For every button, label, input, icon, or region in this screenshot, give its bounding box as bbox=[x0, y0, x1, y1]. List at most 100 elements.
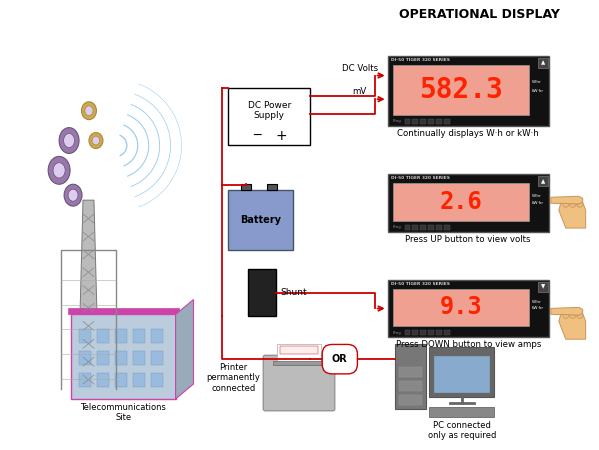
Bar bbox=[436, 119, 442, 124]
Text: Press UP button to view volts: Press UP button to view volts bbox=[406, 235, 531, 244]
Bar bbox=[538, 176, 548, 186]
Text: DC Volts: DC Volts bbox=[341, 63, 378, 72]
Polygon shape bbox=[78, 200, 99, 389]
Bar bbox=[115, 373, 127, 387]
Bar bbox=[404, 225, 410, 230]
Bar bbox=[97, 351, 109, 365]
Bar bbox=[267, 184, 277, 190]
Text: kW·hr: kW·hr bbox=[532, 89, 544, 93]
Text: Telecommunications
Site: Telecommunications Site bbox=[80, 403, 167, 422]
Ellipse shape bbox=[53, 163, 65, 178]
Polygon shape bbox=[176, 300, 193, 399]
Bar bbox=[273, 361, 325, 365]
Ellipse shape bbox=[81, 102, 96, 120]
Text: Prog: Prog bbox=[392, 119, 401, 123]
Bar bbox=[444, 119, 450, 124]
Bar bbox=[420, 225, 426, 230]
Ellipse shape bbox=[48, 157, 70, 184]
Text: Press DOWN button to view amps: Press DOWN button to view amps bbox=[395, 340, 541, 349]
Text: W·hr: W·hr bbox=[532, 300, 541, 304]
Bar bbox=[133, 329, 145, 343]
Text: W·hr: W·hr bbox=[532, 81, 541, 85]
Ellipse shape bbox=[89, 133, 103, 148]
Text: 2.6: 2.6 bbox=[440, 190, 482, 214]
Text: DC Power
Supply: DC Power Supply bbox=[247, 101, 291, 121]
Bar bbox=[420, 119, 426, 124]
Text: 9.3: 9.3 bbox=[440, 296, 482, 320]
Ellipse shape bbox=[85, 106, 93, 116]
Bar bbox=[151, 329, 163, 343]
Bar bbox=[398, 395, 422, 405]
Bar bbox=[436, 330, 442, 335]
Bar bbox=[538, 58, 548, 68]
Text: DI-50 TIGER 320 SERIES: DI-50 TIGER 320 SERIES bbox=[391, 58, 450, 62]
Bar bbox=[392, 288, 529, 326]
Ellipse shape bbox=[59, 128, 79, 153]
Bar bbox=[444, 225, 450, 230]
Bar bbox=[413, 225, 419, 230]
Text: Shunt: Shunt bbox=[280, 288, 307, 297]
Bar bbox=[151, 373, 163, 387]
Text: Continually displays W·h or kW·h: Continually displays W·h or kW·h bbox=[397, 129, 539, 138]
Bar bbox=[97, 329, 109, 343]
Bar bbox=[404, 330, 410, 335]
Bar bbox=[388, 56, 549, 126]
Bar bbox=[151, 351, 163, 365]
Bar bbox=[133, 373, 145, 387]
Bar bbox=[248, 269, 276, 316]
Ellipse shape bbox=[63, 133, 74, 148]
Text: +: + bbox=[276, 129, 287, 143]
Bar bbox=[79, 329, 91, 343]
Text: OR: OR bbox=[332, 354, 347, 364]
Polygon shape bbox=[551, 307, 583, 315]
Bar bbox=[79, 351, 91, 365]
Text: W·hr: W·hr bbox=[532, 194, 541, 198]
Text: ▲: ▲ bbox=[541, 179, 545, 184]
Bar bbox=[388, 279, 549, 338]
Text: Battery: Battery bbox=[240, 215, 281, 225]
Bar bbox=[241, 184, 252, 190]
Bar bbox=[434, 356, 489, 392]
Bar bbox=[228, 88, 310, 145]
Bar bbox=[277, 344, 321, 362]
Text: ▼: ▼ bbox=[541, 284, 545, 289]
Text: ▲: ▲ bbox=[541, 60, 545, 66]
FancyBboxPatch shape bbox=[263, 355, 335, 411]
Text: Printer
permanently
connected: Printer permanently connected bbox=[206, 363, 260, 393]
Text: kW·hr: kW·hr bbox=[532, 201, 544, 205]
Ellipse shape bbox=[68, 189, 78, 201]
Bar bbox=[68, 309, 179, 315]
Text: PC connected
only as required: PC connected only as required bbox=[428, 421, 497, 440]
Bar bbox=[420, 330, 426, 335]
Bar bbox=[388, 174, 549, 232]
Text: DI-50 TIGER 320 SERIES: DI-50 TIGER 320 SERIES bbox=[391, 176, 450, 180]
Text: ─: ─ bbox=[253, 129, 261, 142]
Bar bbox=[79, 373, 91, 387]
Bar bbox=[404, 119, 410, 124]
Bar bbox=[115, 351, 127, 365]
Bar bbox=[133, 351, 145, 365]
Bar bbox=[398, 367, 422, 377]
Polygon shape bbox=[551, 196, 583, 204]
Bar bbox=[392, 183, 529, 221]
Bar bbox=[280, 346, 318, 354]
Bar bbox=[429, 407, 494, 417]
Polygon shape bbox=[559, 313, 586, 339]
Bar bbox=[71, 315, 176, 399]
Bar bbox=[538, 282, 548, 292]
Bar bbox=[428, 225, 434, 230]
Bar bbox=[429, 347, 494, 397]
Ellipse shape bbox=[92, 136, 100, 145]
Bar bbox=[115, 329, 127, 343]
Bar bbox=[395, 344, 426, 409]
Text: DI-50 TIGER 320 SERIES: DI-50 TIGER 320 SERIES bbox=[391, 282, 450, 286]
Ellipse shape bbox=[64, 184, 82, 206]
Bar bbox=[228, 190, 293, 250]
Bar bbox=[398, 381, 422, 391]
Text: mV: mV bbox=[353, 87, 367, 96]
Text: OPERATIONAL DISPLAY: OPERATIONAL DISPLAY bbox=[399, 9, 559, 21]
Text: Prog: Prog bbox=[392, 225, 401, 230]
Bar bbox=[444, 330, 450, 335]
Text: kW·hr: kW·hr bbox=[532, 306, 544, 310]
Bar bbox=[413, 330, 419, 335]
